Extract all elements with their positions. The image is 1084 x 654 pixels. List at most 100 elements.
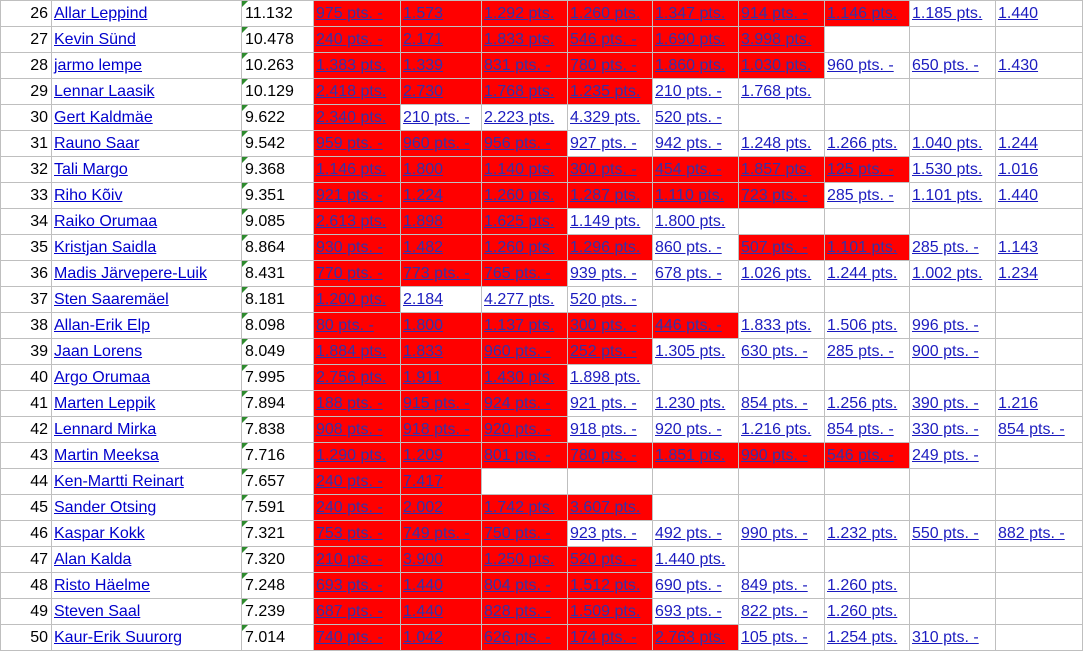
points-link[interactable]: 804 pts. - [484, 577, 551, 594]
points-link[interactable]: 690 pts. - [655, 577, 722, 594]
points-link[interactable]: 650 pts. - [912, 57, 979, 74]
points-link[interactable]: 520 pts. - [570, 291, 637, 308]
player-name-link[interactable]: Riho Kõiv [54, 187, 123, 204]
points-link[interactable]: 828 pts. - [484, 603, 551, 620]
points-link[interactable]: 854 pts. - [827, 421, 894, 438]
points-link[interactable]: 7.417 [403, 473, 444, 490]
points-link[interactable]: 1.509 pts. [570, 603, 641, 620]
points-link[interactable]: 1.898 [403, 213, 444, 230]
points-link[interactable]: 1.002 pts. [912, 265, 983, 282]
points-link[interactable]: 678 pts. - [655, 265, 722, 282]
points-link[interactable]: 960 pts. - [403, 135, 470, 152]
points-link[interactable]: 1.232 pts. [827, 525, 898, 542]
points-link[interactable]: 1.440 pts. [655, 551, 726, 568]
points-link[interactable]: 959 pts. - [316, 135, 383, 152]
points-link[interactable]: 285 pts. - [827, 343, 894, 360]
points-link[interactable]: 996 pts. - [912, 317, 979, 334]
points-link[interactable]: 330 pts. - [912, 421, 979, 438]
points-link[interactable]: 546 pts. - [827, 447, 894, 464]
points-link[interactable]: 750 pts. - [484, 525, 551, 542]
points-link[interactable]: 1.216 [998, 395, 1039, 412]
points-link[interactable]: 1.860 pts. [655, 57, 726, 74]
points-link[interactable]: 1.101 pts. [827, 239, 898, 256]
points-link[interactable]: 801 pts. - [484, 447, 551, 464]
player-name-link[interactable]: Steven Saal [54, 603, 141, 620]
points-link[interactable]: 550 pts. - [912, 525, 979, 542]
points-link[interactable]: 1.440 [403, 577, 444, 594]
player-name-link[interactable]: Kevin Sünd [54, 31, 136, 48]
points-link[interactable]: 240 pts. - [316, 31, 383, 48]
player-name-link[interactable]: Marten Leppik [54, 395, 156, 412]
player-name-link[interactable]: Lennard Mirka [54, 421, 157, 438]
points-link[interactable]: 1.026 pts. [741, 265, 812, 282]
points-link[interactable]: 990 pts. - [741, 447, 808, 464]
points-link[interactable]: 1.042 [403, 629, 444, 646]
player-name-link[interactable]: Madis Järvepere-Luik [54, 265, 207, 282]
points-link[interactable]: 693 pts. - [316, 577, 383, 594]
points-link[interactable]: 770 pts. - [316, 265, 383, 282]
points-link[interactable]: 1.742 pts. [484, 499, 555, 516]
points-link[interactable]: 1.430 pts. [484, 369, 555, 386]
points-link[interactable]: 921 pts. - [570, 395, 637, 412]
points-link[interactable]: 1.146 pts. [827, 5, 898, 22]
points-link[interactable]: 1.482 [403, 239, 444, 256]
points-link[interactable]: 990 pts. - [741, 525, 808, 542]
points-link[interactable]: 285 pts. - [827, 187, 894, 204]
points-link[interactable]: 1.200 pts. [316, 291, 387, 308]
points-link[interactable]: 210 pts. - [316, 551, 383, 568]
points-link[interactable]: 1.143 [998, 239, 1039, 256]
points-link[interactable]: 1.296 pts. [570, 239, 641, 256]
player-name-link[interactable]: Sten Saaremäel [54, 291, 169, 308]
points-link[interactable]: 900 pts. - [912, 343, 979, 360]
player-name-link[interactable]: Jaan Lorens [54, 343, 143, 360]
points-link[interactable]: 2.171 [403, 31, 444, 48]
points-link[interactable]: 854 pts. - [741, 395, 808, 412]
points-link[interactable]: 1.440 [998, 5, 1039, 22]
player-name-link[interactable]: Kristjan Saidla [54, 239, 157, 256]
points-link[interactable]: 1.260 pts. [484, 239, 555, 256]
points-link[interactable]: 1.305 pts. [655, 343, 726, 360]
points-link[interactable]: 1.287 pts. [570, 187, 641, 204]
points-link[interactable]: 854 pts. - [998, 421, 1065, 438]
points-link[interactable]: 174 pts. - [570, 629, 637, 646]
points-link[interactable]: 723 pts. - [741, 187, 808, 204]
points-link[interactable]: 1.833 pts. [484, 31, 555, 48]
points-link[interactable]: 849 pts. - [741, 577, 808, 594]
points-link[interactable]: 1.030 pts. [741, 57, 812, 74]
points-link[interactable]: 1.339 [403, 57, 444, 74]
points-link[interactable]: 780 pts. - [570, 447, 637, 464]
points-link[interactable]: 908 pts. - [316, 421, 383, 438]
points-link[interactable]: 1.573 [403, 5, 444, 22]
points-link[interactable]: 1.260 pts. [827, 603, 898, 620]
points-link[interactable]: 300 pts. - [570, 161, 637, 178]
points-link[interactable]: 2.002 [403, 499, 444, 516]
points-link[interactable]: 240 pts. - [316, 473, 383, 490]
points-link[interactable]: 105 pts. - [741, 629, 808, 646]
points-link[interactable]: 1.146 pts. [316, 161, 387, 178]
points-link[interactable]: 1.256 pts. [827, 395, 898, 412]
points-link[interactable]: 1.140 pts. [484, 161, 555, 178]
points-link[interactable]: 915 pts. - [403, 395, 470, 412]
points-link[interactable]: 860 pts. - [655, 239, 722, 256]
points-link[interactable]: 2.763 pts. [655, 629, 726, 646]
points-link[interactable]: 310 pts. - [912, 629, 979, 646]
points-link[interactable]: 1.224 [403, 187, 444, 204]
points-link[interactable]: 780 pts. - [570, 57, 637, 74]
points-link[interactable]: 3.900 [403, 551, 444, 568]
points-link[interactable]: 920 pts. - [655, 421, 722, 438]
points-link[interactable]: 939 pts. - [570, 265, 637, 282]
points-link[interactable]: 1.209 [403, 447, 444, 464]
player-name-link[interactable]: Raiko Orumaa [54, 213, 158, 230]
points-link[interactable]: 3.607 pts. [570, 499, 641, 516]
points-link[interactable]: 1.884 pts. [316, 343, 387, 360]
player-name-link[interactable]: Tali Margo [54, 161, 128, 178]
points-link[interactable]: 285 pts. - [912, 239, 979, 256]
points-link[interactable]: 914 pts. - [741, 5, 808, 22]
points-link[interactable]: 918 pts. - [570, 421, 637, 438]
points-link[interactable]: 520 pts. - [570, 551, 637, 568]
player-name-link[interactable]: Rauno Saar [54, 135, 140, 152]
points-link[interactable]: 2.613 pts. [316, 213, 387, 230]
points-link[interactable]: 1.440 [998, 187, 1039, 204]
points-link[interactable]: 2.223 pts. [484, 109, 555, 126]
points-link[interactable]: 960 pts. - [484, 343, 551, 360]
